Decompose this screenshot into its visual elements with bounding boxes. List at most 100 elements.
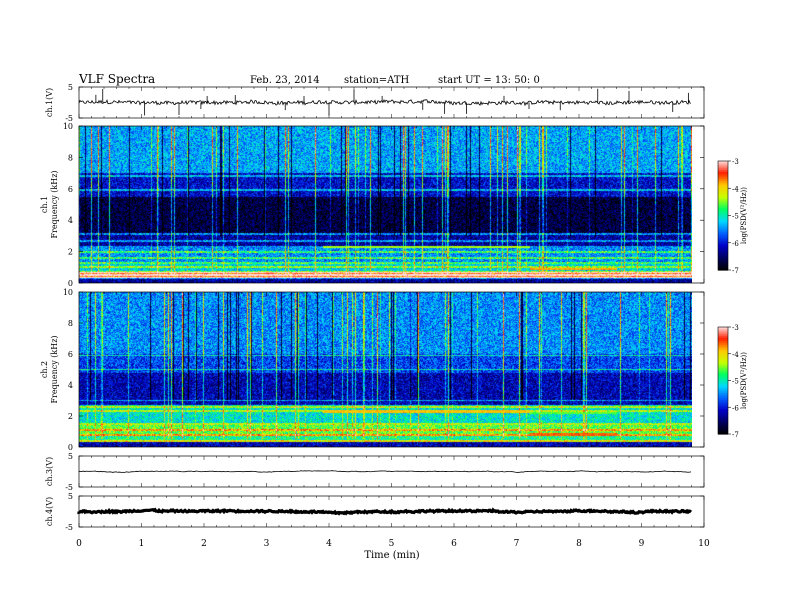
- ch1-spectrogram-image: [79, 126, 692, 283]
- station-label: station=ATH: [344, 75, 410, 86]
- ch1-spectrogram-colorbar: -3 -4 -5 -6 -7 log(PSD(V²/Hz)): [717, 158, 748, 275]
- colorbar-cell: [718, 401, 728, 405]
- colorbar-cell: [718, 327, 728, 330]
- y-tick-label: 10: [63, 122, 73, 131]
- colorbar-cell: [718, 432, 728, 435]
- colorbar-cell: [718, 219, 728, 222]
- y-tick-label: -5: [65, 483, 73, 492]
- colorbar-cell: [718, 224, 728, 227]
- colorbar-cell: [718, 366, 728, 369]
- colorbar-cell: [718, 162, 728, 166]
- colorbar-cell: [718, 170, 728, 173]
- colorbar-cell: [718, 378, 728, 382]
- y-tick-label: 4: [68, 216, 73, 225]
- ch1-spectrogram-colorbar-label: log(PSD(V²/Hz)): [740, 187, 748, 244]
- colorbar-cell: [718, 400, 728, 403]
- colorbar-cell: [718, 168, 728, 171]
- colorbar-cell: [718, 184, 728, 188]
- y-tick-label: 10: [63, 288, 73, 297]
- y-tick-label: 5: [68, 452, 73, 461]
- colorbar-cell: [718, 360, 728, 364]
- colorbar-cell: [718, 350, 728, 353]
- colorbar-cell: [718, 410, 728, 414]
- colorbar-cell: [718, 179, 728, 182]
- x-tick-label: 5: [389, 539, 395, 549]
- ch1-waveform-panel: [78, 88, 692, 116]
- x-tick-label: 6: [451, 539, 457, 549]
- colorbar-cell: [718, 425, 728, 428]
- colorbar-cell: [718, 213, 728, 217]
- colorbar-tick-label: -4: [732, 351, 739, 359]
- colorbar-cell: [718, 364, 728, 367]
- colorbar-cell: [718, 188, 728, 191]
- ch1-waveform-trace: [78, 98, 692, 107]
- colorbar-cell: [718, 197, 728, 200]
- colorbar-cell: [718, 346, 728, 349]
- ch1-spectrogram-ylabel: ch.1: [40, 196, 49, 213]
- ch1-spectrogram-ylabel: Frequency (kHz): [50, 170, 59, 238]
- x-tick-label: 9: [639, 539, 645, 549]
- colorbar-cell: [718, 268, 728, 271]
- x-tick-label: 0: [76, 539, 82, 549]
- colorbar-cell: [718, 222, 728, 226]
- recording-date: Feb. 23, 2014: [250, 75, 320, 86]
- colorbar-tick-label: -6: [732, 404, 739, 412]
- colorbar-cell: [718, 355, 728, 358]
- colorbar-cell: [718, 204, 728, 208]
- y-tick-label: 2: [68, 412, 73, 421]
- colorbar-cell: [718, 409, 728, 412]
- colorbar-cell: [718, 369, 728, 373]
- colorbar-cell: [718, 428, 728, 432]
- colorbar-cell: [718, 382, 728, 385]
- colorbar-cell: [718, 173, 728, 177]
- colorbar-cell: [718, 353, 728, 357]
- colorbar-cell: [718, 211, 728, 215]
- colorbar-cell: [718, 262, 728, 266]
- colorbar-cell: [718, 362, 728, 366]
- colorbar-cell: [718, 250, 728, 253]
- ch2-spectrogram-colorbar: -3 -4 -5 -6 -7 log(PSD(V²/Hz)): [717, 324, 748, 439]
- colorbar-cell: [718, 417, 728, 421]
- colorbar-cell: [718, 392, 728, 396]
- colorbar-cell: [718, 332, 728, 335]
- colorbar-cell: [718, 334, 728, 337]
- colorbar-cell: [718, 246, 728, 249]
- panels-layer: -3 -4 -5 -6 -7 log(PSD(V²/Hz)) -3 -4 -5 -6 -7 log(P…: [77, 88, 748, 516]
- colorbar-cell: [718, 161, 728, 164]
- colorbar-cell: [718, 389, 728, 392]
- x-tick-label: 4: [326, 539, 332, 549]
- colorbar-cell: [718, 244, 728, 247]
- colorbar-cell: [718, 215, 728, 218]
- colorbar-cell: [718, 412, 728, 415]
- colorbar-cell: [718, 398, 728, 401]
- colorbar-cell: [718, 235, 728, 238]
- start-time-label: start UT = 13: 50: 0: [438, 75, 540, 86]
- colorbar-cell: [718, 242, 728, 246]
- colorbar-cell: [718, 351, 728, 355]
- x-axis-label: Time (min): [364, 550, 419, 561]
- x-tick-label: 2: [201, 539, 207, 549]
- y-tick-label: 0: [68, 279, 73, 288]
- colorbar-cell: [718, 202, 728, 206]
- colorbar-cell: [718, 239, 728, 242]
- colorbar-cell: [718, 228, 728, 231]
- colorbar-cell: [718, 348, 728, 351]
- y-tick-label: -5: [65, 523, 73, 532]
- ch2-spectrogram-image: [79, 292, 692, 447]
- colorbar-cell: [718, 414, 728, 417]
- x-tick-label: 1: [139, 539, 145, 549]
- colorbar-cell: [718, 337, 728, 341]
- colorbar-cell: [718, 257, 728, 260]
- colorbar-cell: [718, 385, 728, 389]
- colorbar-cell: [718, 195, 728, 198]
- colorbar-cell: [718, 359, 728, 362]
- colorbar-cell: [718, 210, 728, 213]
- colorbar-tick-label: -6: [732, 240, 739, 248]
- ch3-waveform-panel: [78, 470, 692, 473]
- colorbar-tick-label: -5: [732, 213, 739, 221]
- colorbar-cell: [718, 375, 728, 378]
- y-tick-label: 2: [68, 248, 73, 257]
- colorbar-cell: [718, 387, 728, 391]
- colorbar-cell: [718, 230, 728, 233]
